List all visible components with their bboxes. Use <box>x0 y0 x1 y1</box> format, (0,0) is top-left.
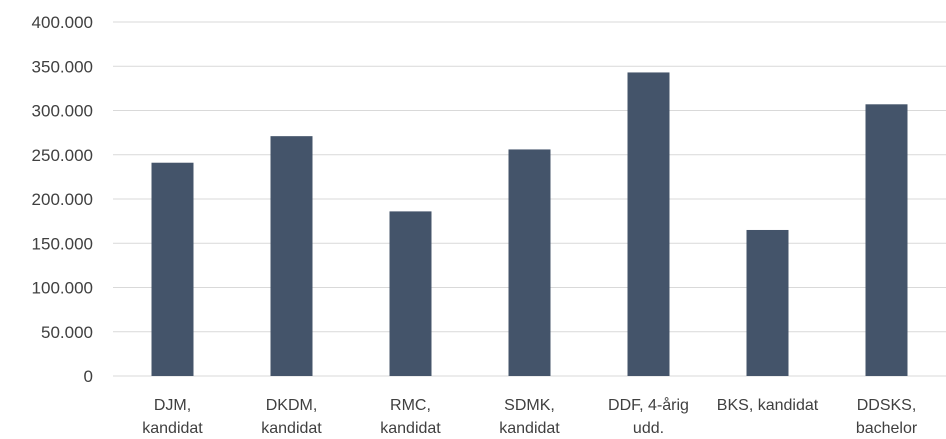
y-tick-label: 350.000 <box>32 57 93 76</box>
y-tick-label: 250.000 <box>32 146 93 165</box>
bar <box>270 136 313 376</box>
y-tick-label: 200.000 <box>32 190 93 209</box>
y-tick-label: 300.000 <box>32 102 93 121</box>
x-tick-label: BKS, kandidat <box>717 397 819 414</box>
x-axis-ticks: DJM, kandidat DKDM, kandidat RMC, kandidat SDM… <box>142 396 918 437</box>
bar <box>508 149 551 376</box>
x-tick-label: RMC, kandidat <box>380 397 441 437</box>
bars <box>151 72 908 377</box>
y-tick-label: 0 <box>84 367 93 386</box>
bar <box>746 229 789 376</box>
bar <box>865 104 908 377</box>
bar <box>389 211 432 376</box>
x-tick-label: DDF, 4-årig udd. <box>608 396 689 437</box>
y-tick-label: 100.000 <box>32 279 93 298</box>
bar <box>627 72 670 376</box>
x-tick-label: SDMK, kandidat <box>499 397 560 437</box>
x-tick-label: DJM, kandidat <box>142 397 203 437</box>
y-tick-label: 50.000 <box>41 323 93 342</box>
y-tick-label: 400.000 <box>32 13 93 32</box>
x-tick-label: DKDM, kandidat <box>261 397 322 437</box>
y-tick-label: 150.000 <box>32 234 93 253</box>
bar <box>151 162 194 376</box>
y-axis-ticks: 0 50.000 100.000 150.000 200.000 250.000 300.0… <box>32 13 93 386</box>
x-tick-label: DDSKS, bachelor <box>856 397 918 437</box>
